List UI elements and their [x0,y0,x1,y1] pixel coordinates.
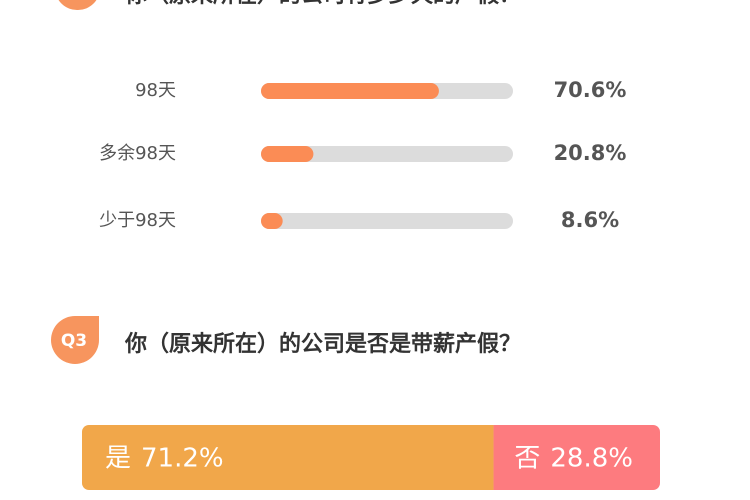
category-label: 少于98天 [99,210,176,231]
bar [261,83,439,99]
value-label: 28.8% [550,443,633,473]
question-badge [51,316,99,364]
question-badge [58,0,97,11]
value-label: 20.8% [554,141,627,165]
value-label: 70.6% [554,78,627,102]
segment-label: 是 71.2% [105,443,224,473]
question-title: 你（原来所在）的公司是否是带薪产假？ [124,331,521,357]
question-title: 你（原来所在）的公司有多少天的产假？ [124,0,521,8]
bar-segment [493,425,660,490]
category-label: 98天 [135,80,176,101]
series-name: 是 [105,443,131,473]
series-name: 否 [514,443,540,473]
value-label: 71.2% [141,443,224,473]
bar [261,213,283,229]
segment-label: 否 28.8% [514,443,633,473]
bar-segment [82,425,494,490]
category-label: 多余98天 [99,143,176,164]
value-label: 8.6% [561,208,619,232]
bar-track [261,213,513,229]
badge-label: Q3 [61,331,87,351]
bar [261,146,314,162]
bar-track [261,146,513,162]
